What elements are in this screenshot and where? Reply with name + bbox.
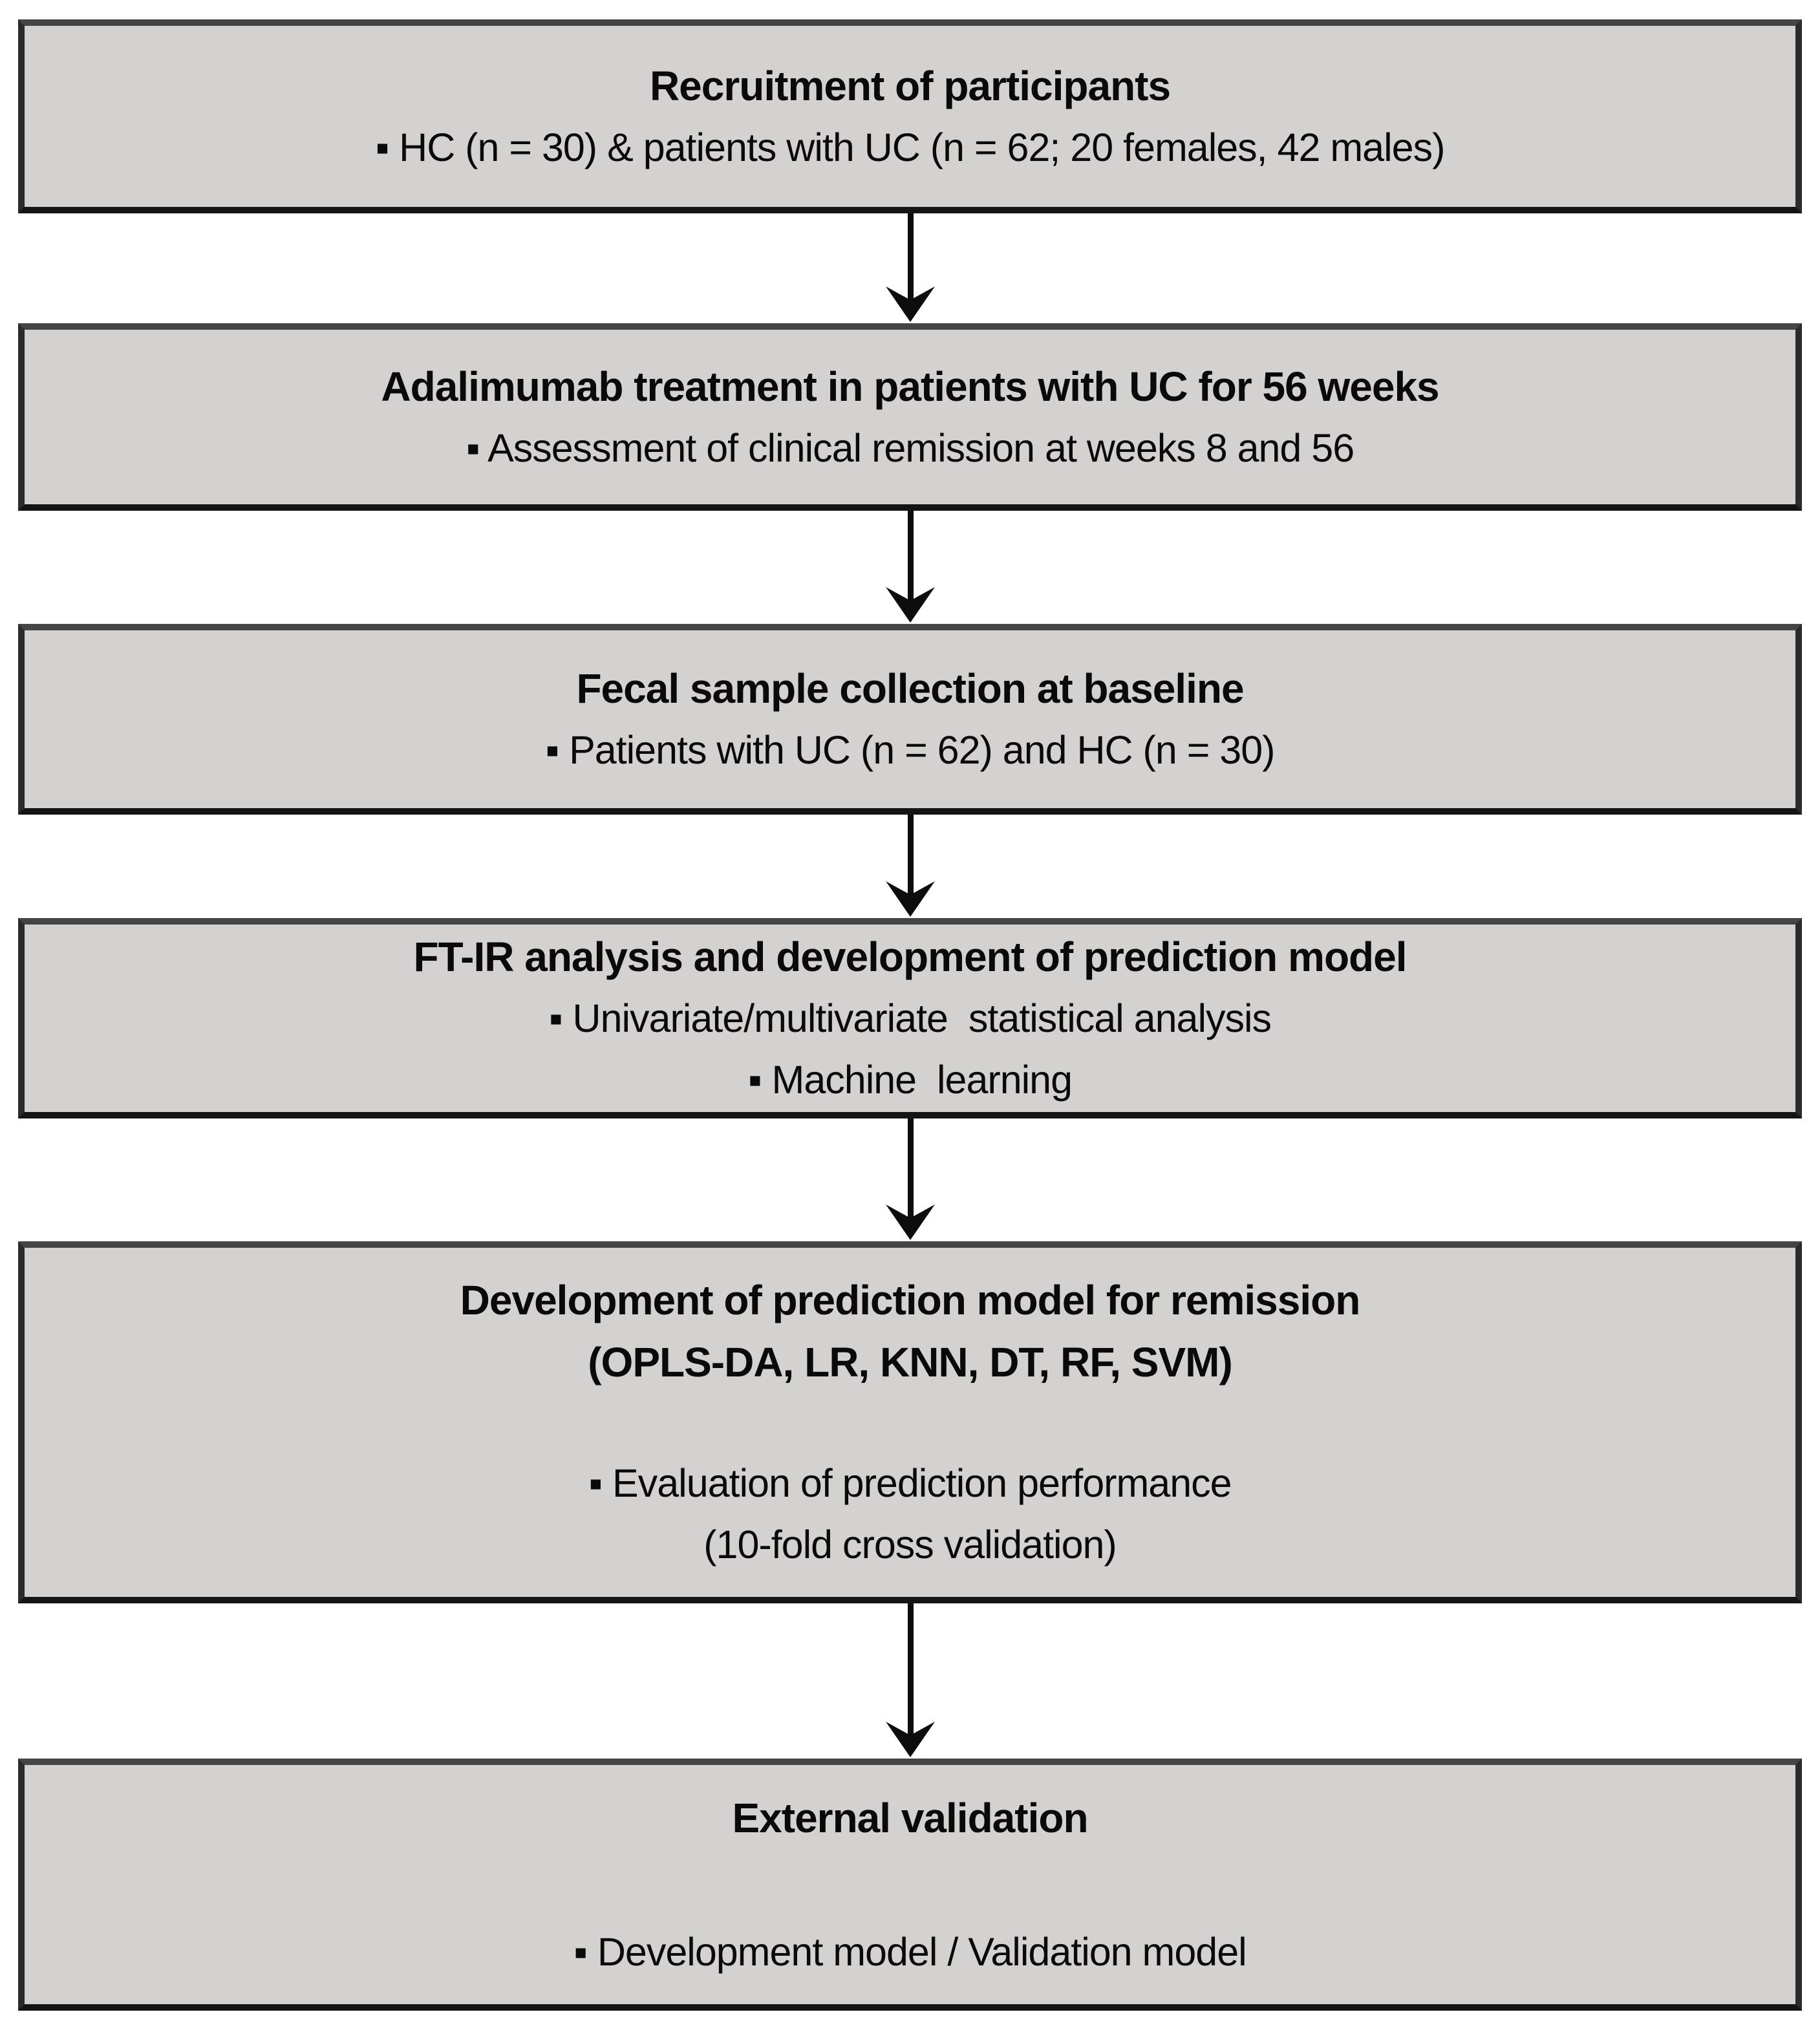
step-title: Development of prediction model for remi… — [460, 1277, 1361, 1323]
step-title: External validation — [732, 1794, 1088, 1841]
arrow-down-icon — [885, 815, 935, 917]
arrow-down-icon — [885, 1118, 935, 1240]
step-title: Fecal sample collection at baseline — [576, 665, 1244, 712]
arrow-down-icon — [885, 1603, 935, 1757]
step-bullet: ▪ Patients with UC (n = 62) and HC (n = … — [545, 728, 1276, 772]
arrow-down-icon — [885, 511, 935, 623]
step-bullet: ▪ Univariate/multivariate statistical an… — [548, 996, 1272, 1040]
step-bullet-sub: (10-fold cross validation) — [703, 1523, 1117, 1567]
step-title: Recruitment of participants — [649, 62, 1171, 109]
step-bullet: ▪ Assessment of clinical remission at we… — [466, 425, 1354, 470]
flow-step-external-validation: External validation ▪ Development model … — [18, 1759, 1802, 2011]
step-bullet: ▪ Development model / Validation model — [573, 1929, 1247, 1974]
flow-step-recruitment: Recruitment of participants ▪ HC (n = 30… — [18, 19, 1802, 213]
flow-step-prediction-model-development: Development of prediction model for remi… — [18, 1241, 1802, 1603]
flow-step-fecal-sample-collection: Fecal sample collection at baseline ▪ Pa… — [18, 624, 1802, 815]
flow-step-adalimumab-treatment: Adalimumab treatment in patients with UC… — [18, 323, 1802, 511]
step-bullet: ▪ HC (n = 30) & patients with UC (n = 62… — [375, 125, 1446, 169]
step-bullet: ▪ Evaluation of prediction performance — [588, 1461, 1232, 1505]
flow-step-ftir-analysis: FT-IR analysis and development of predic… — [18, 918, 1802, 1118]
step-title: FT-IR analysis and development of predic… — [413, 934, 1407, 980]
step-title: Adalimumab treatment in patients with UC… — [381, 363, 1439, 410]
step-title-models: (OPLS-DA, LR, KNN, DT, RF, SVM) — [588, 1339, 1233, 1385]
step-bullet: ▪ Machine learning — [747, 1058, 1073, 1102]
arrow-down-icon — [885, 213, 935, 322]
